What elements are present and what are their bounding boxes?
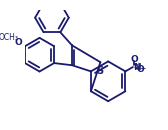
Text: O: O — [14, 38, 22, 47]
Text: O: O — [137, 65, 144, 74]
Text: N: N — [133, 63, 141, 72]
Text: +: + — [135, 62, 141, 67]
Text: OCH₃: OCH₃ — [0, 33, 19, 42]
Text: O: O — [130, 55, 138, 64]
Text: S: S — [96, 66, 103, 76]
Text: −: − — [140, 64, 146, 73]
